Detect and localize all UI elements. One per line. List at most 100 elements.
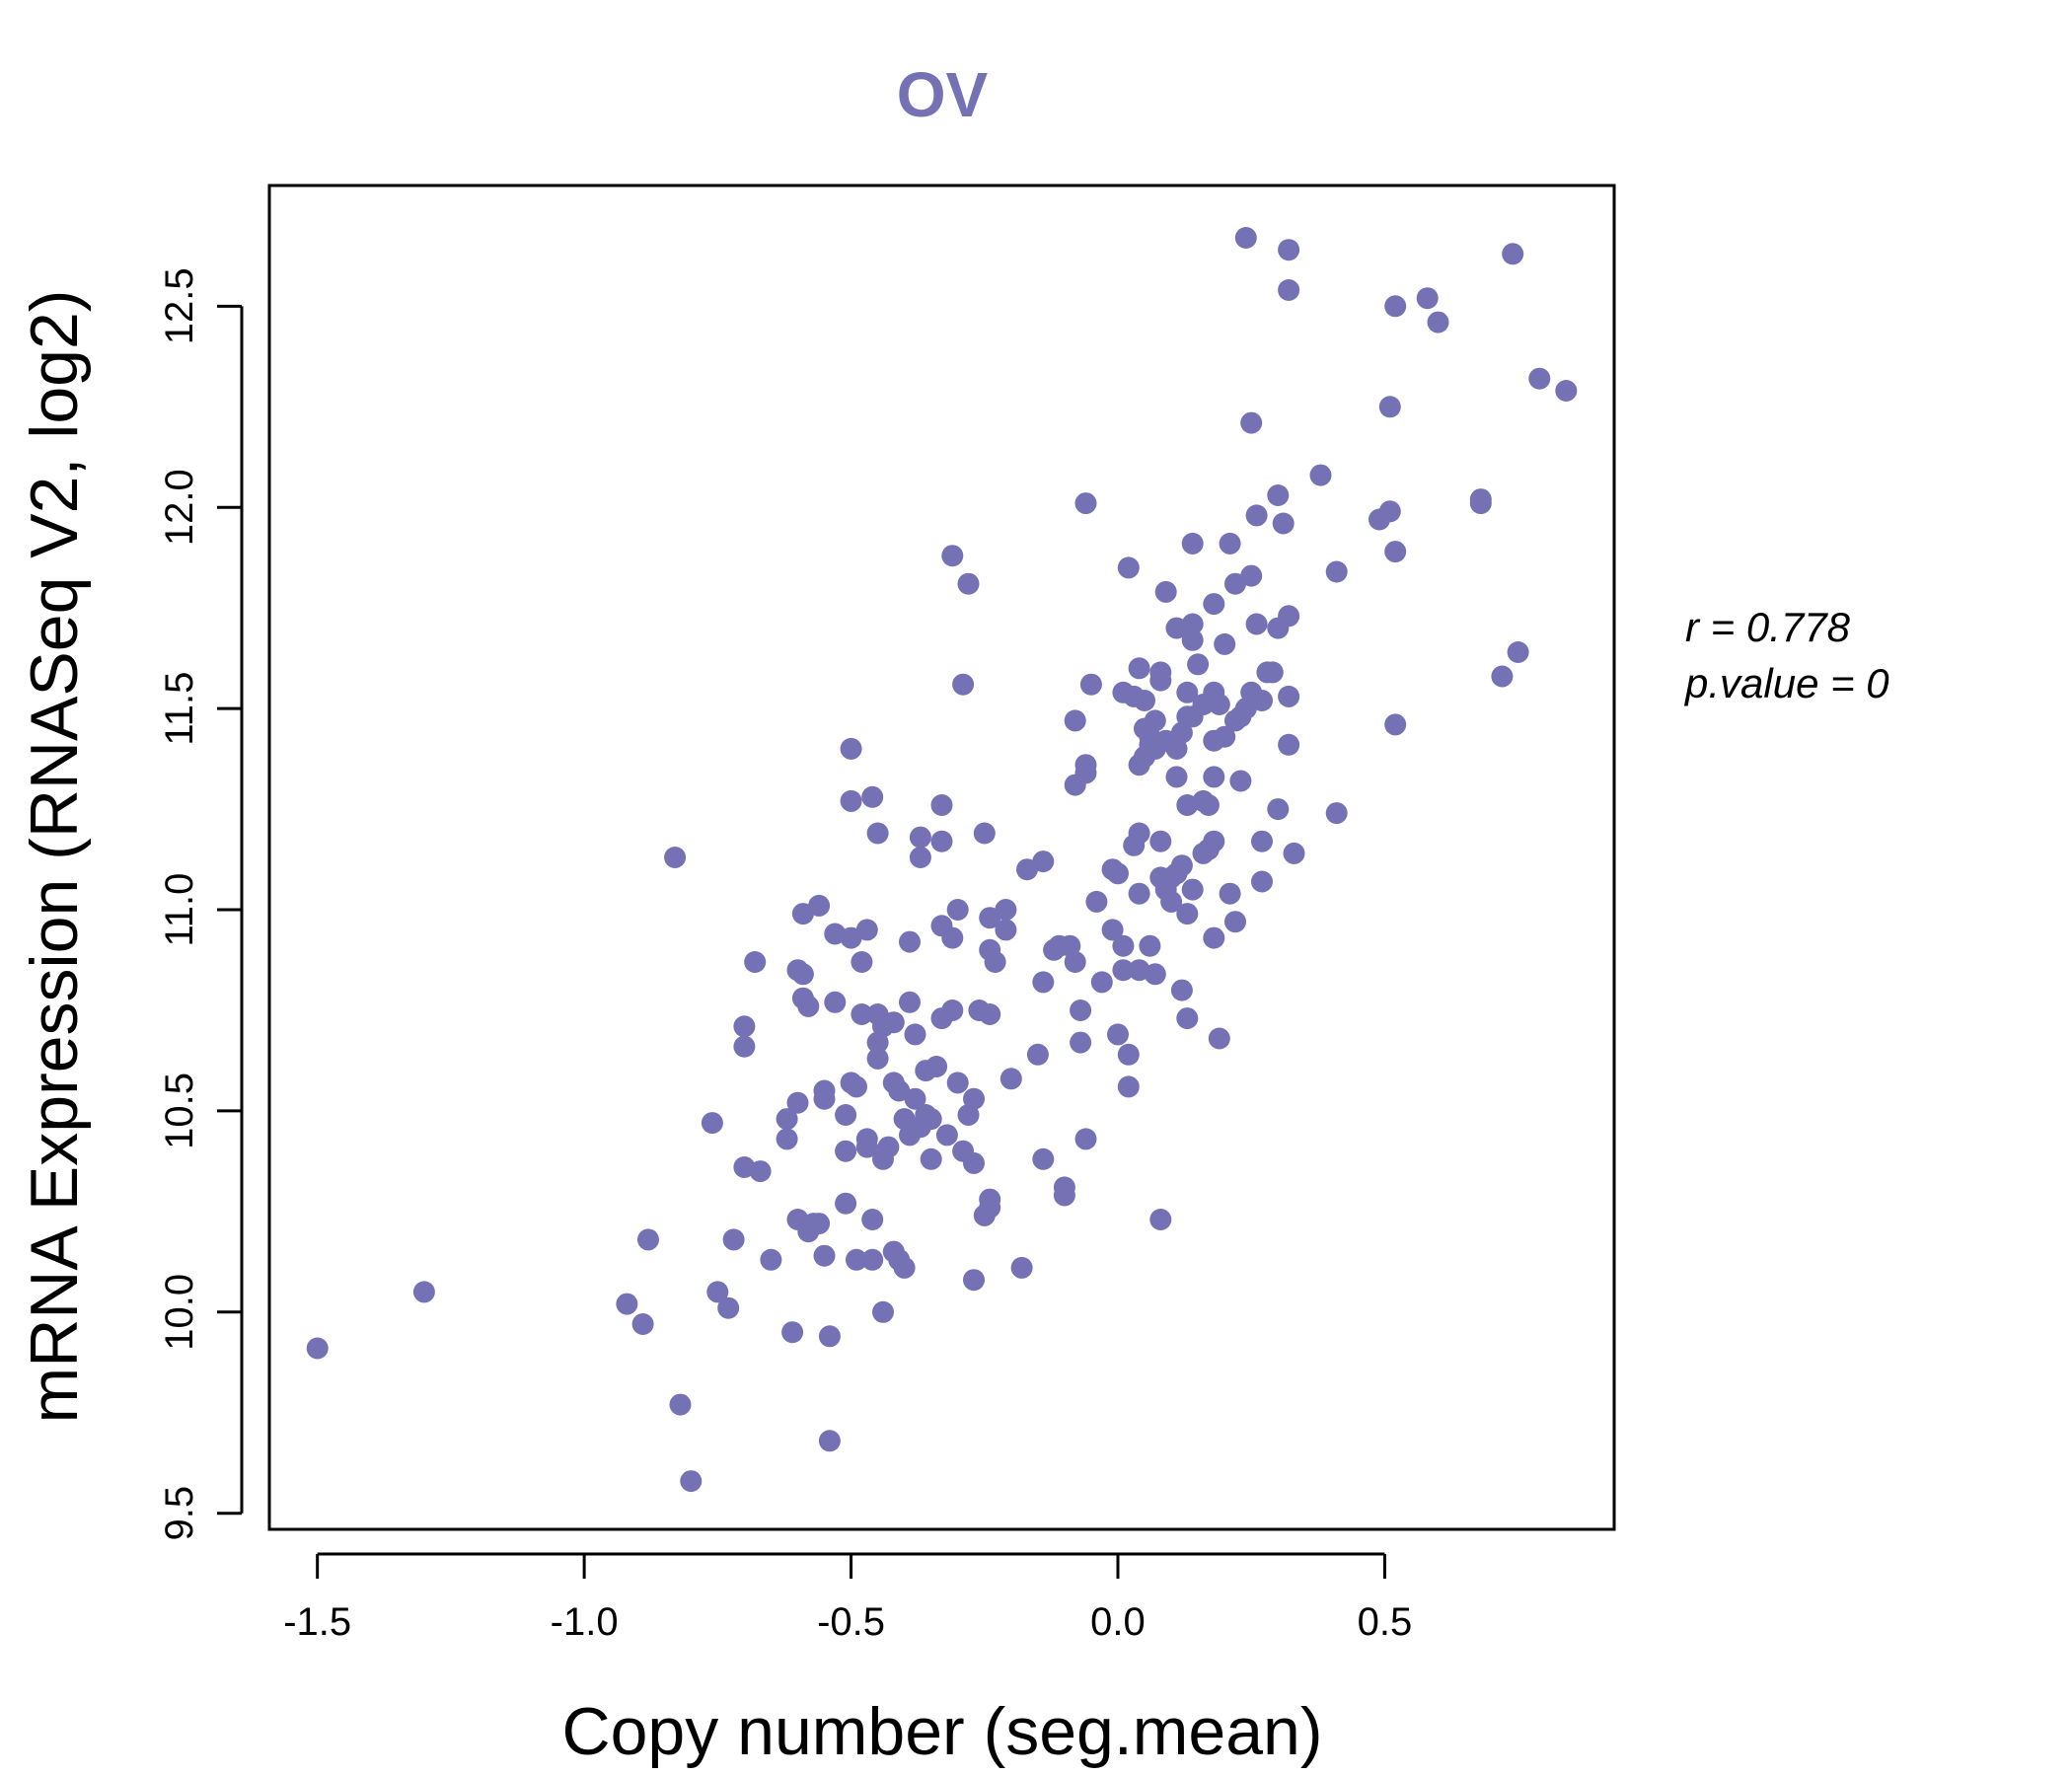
data-point <box>1278 605 1300 628</box>
data-point <box>1528 367 1551 390</box>
data-point <box>1502 243 1524 265</box>
data-point <box>909 847 931 868</box>
data-point <box>861 1209 884 1230</box>
data-point <box>888 1079 911 1102</box>
data-point <box>979 907 1001 929</box>
data-point <box>1181 532 1204 555</box>
data-point <box>1240 411 1263 434</box>
y-tick-label: 12.5 <box>158 267 201 344</box>
data-point <box>1245 613 1268 635</box>
data-point <box>1170 979 1193 1001</box>
data-point <box>791 903 814 925</box>
data-point <box>840 737 862 760</box>
data-point <box>717 1296 740 1319</box>
data-point <box>1154 580 1177 603</box>
x-tick-label: 0.0 <box>1090 1600 1146 1644</box>
data-point <box>904 1087 926 1110</box>
data-point <box>920 1108 942 1131</box>
x-tick-label: 0.5 <box>1358 1600 1413 1644</box>
x-tick-label: -0.5 <box>817 1600 885 1644</box>
data-point <box>1149 1209 1172 1230</box>
data-point <box>1181 613 1204 635</box>
data-point <box>1032 1147 1055 1170</box>
data-point <box>963 1151 985 1174</box>
data-point <box>855 1136 878 1158</box>
data-point <box>941 999 964 1021</box>
data-point <box>1208 694 1230 715</box>
y-axis: 9.5 10.0 10.5 11.0 11.5 12.0 12.5 <box>158 267 244 1540</box>
data-point <box>1165 766 1188 788</box>
data-point <box>1224 572 1246 595</box>
data-point <box>1278 239 1300 261</box>
data-point <box>781 1321 804 1344</box>
data-point <box>797 995 820 1017</box>
data-point <box>1416 287 1439 310</box>
data-point <box>1128 657 1150 680</box>
data-point <box>1203 830 1225 852</box>
data-point <box>1026 1043 1049 1066</box>
data-point <box>963 1087 985 1110</box>
data-point <box>760 1248 782 1271</box>
data-point <box>909 826 931 849</box>
data-point <box>1107 1023 1129 1046</box>
data-point <box>1325 560 1348 583</box>
data-point <box>776 1108 798 1131</box>
data-point <box>920 1147 942 1170</box>
data-point <box>935 1124 958 1147</box>
data-point <box>941 545 964 567</box>
data-point <box>306 1337 329 1360</box>
data-point <box>808 894 831 917</box>
points-layer <box>306 227 1578 1493</box>
data-point <box>1251 870 1273 893</box>
data-point <box>1208 1027 1230 1050</box>
data-point <box>866 822 889 845</box>
data-point <box>1064 951 1086 973</box>
data-point <box>835 1192 857 1215</box>
data-point <box>680 1470 703 1493</box>
data-point <box>824 991 847 1013</box>
data-point <box>631 1313 654 1335</box>
data-point <box>1278 685 1300 707</box>
data-point <box>1144 709 1166 732</box>
correlation-annotation: r = 0.778 <box>1685 604 1851 650</box>
data-point <box>835 1104 857 1126</box>
data-point <box>840 926 862 949</box>
data-point <box>877 1136 900 1158</box>
data-point <box>1203 766 1225 788</box>
data-point <box>882 1011 905 1034</box>
data-point <box>973 822 996 845</box>
data-point <box>941 926 964 949</box>
x-tick-label: -1.0 <box>551 1600 619 1644</box>
data-point <box>1149 661 1172 684</box>
data-point <box>1170 854 1193 877</box>
data-point <box>1378 396 1401 418</box>
data-point <box>904 1023 926 1046</box>
data-point <box>1074 762 1097 784</box>
data-point <box>866 1047 889 1070</box>
data-point <box>1176 681 1199 703</box>
data-point <box>1384 541 1407 563</box>
data-point <box>1378 500 1401 523</box>
data-point <box>1139 934 1161 957</box>
data-point <box>744 951 767 973</box>
data-point <box>995 899 1017 921</box>
y-tick-label: 11.5 <box>158 672 201 746</box>
data-point <box>1187 653 1210 676</box>
data-point <box>851 951 873 973</box>
data-point <box>1176 1007 1199 1030</box>
data-point <box>946 899 969 921</box>
x-axis: -1.5 -1.0 -0.5 0.0 0.5 <box>283 1552 1413 1644</box>
data-point <box>925 1056 948 1077</box>
data-point <box>1197 794 1220 816</box>
data-point <box>1107 862 1129 885</box>
data-point <box>1090 971 1113 994</box>
data-point <box>1229 770 1252 792</box>
data-point <box>1016 858 1038 881</box>
data-point <box>749 1160 772 1183</box>
data-point <box>1384 713 1407 736</box>
data-point <box>1032 851 1055 873</box>
data-point <box>1240 564 1263 587</box>
data-point <box>1117 1043 1140 1066</box>
data-point <box>1491 665 1514 688</box>
data-point <box>1101 919 1124 941</box>
